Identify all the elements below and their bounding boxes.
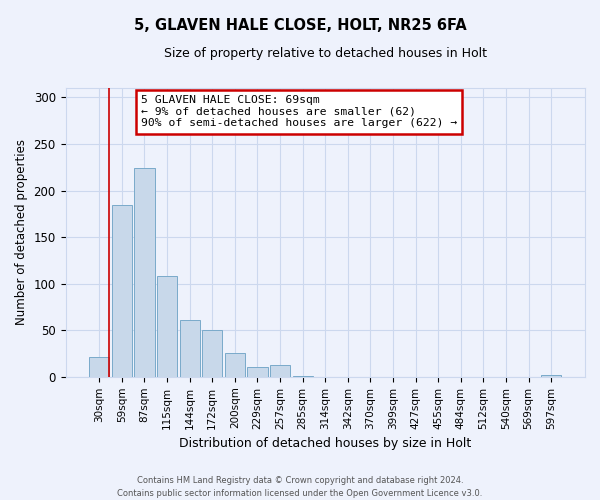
Y-axis label: Number of detached properties: Number of detached properties — [15, 140, 28, 326]
Bar — [112, 206, 132, 377]
Bar — [179, 320, 200, 377]
Bar — [134, 168, 155, 377]
Bar — [157, 276, 177, 377]
Bar — [202, 330, 223, 377]
Text: 5 GLAVEN HALE CLOSE: 69sqm
← 9% of detached houses are smaller (62)
90% of semi-: 5 GLAVEN HALE CLOSE: 69sqm ← 9% of detac… — [141, 96, 457, 128]
Bar — [247, 366, 268, 377]
Text: 5, GLAVEN HALE CLOSE, HOLT, NR25 6FA: 5, GLAVEN HALE CLOSE, HOLT, NR25 6FA — [134, 18, 466, 32]
Bar — [225, 352, 245, 377]
Bar — [293, 376, 313, 377]
Bar — [541, 375, 562, 377]
Bar — [89, 358, 109, 377]
Text: Contains HM Land Registry data © Crown copyright and database right 2024.
Contai: Contains HM Land Registry data © Crown c… — [118, 476, 482, 498]
Title: Size of property relative to detached houses in Holt: Size of property relative to detached ho… — [164, 48, 487, 60]
X-axis label: Distribution of detached houses by size in Holt: Distribution of detached houses by size … — [179, 437, 472, 450]
Bar — [270, 364, 290, 377]
